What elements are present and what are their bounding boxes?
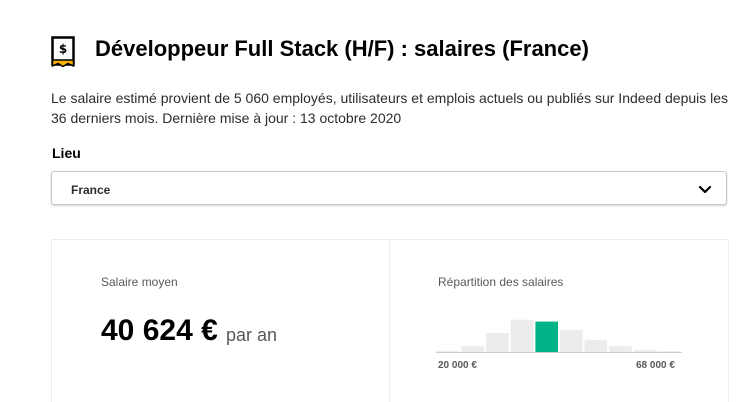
distribution-bar (609, 346, 632, 352)
distribution-min-label: 20 000 € (438, 360, 477, 371)
average-salary-label: Salaire moyen (101, 275, 178, 289)
salary-summary-card: Salaire moyen 40 624 € par an Répartitio… (51, 239, 729, 402)
data-source-description: Le salaire estimé provient de 5 060 empl… (51, 90, 729, 126)
average-salary-value: 40 624 € (101, 314, 218, 347)
distribution-bar (584, 339, 608, 352)
distribution-bar (633, 349, 657, 352)
salary-distribution-chart (436, 319, 682, 353)
salary-distribution-label: Répartition des salaires (438, 275, 564, 289)
location-selected-value: France (71, 183, 111, 197)
distribution-bar (486, 333, 509, 352)
distribution-bar (461, 346, 485, 352)
salary-document-icon: $ (51, 36, 75, 68)
location-select[interactable]: France (51, 171, 727, 205)
distribution-bar-highlighted (535, 321, 558, 352)
svg-text:$: $ (59, 42, 67, 56)
salary-period: par an (226, 325, 278, 345)
distribution-bar (658, 351, 681, 352)
distribution-max-label: 68 000 € (636, 360, 675, 371)
card-divider (389, 240, 390, 402)
page-title: Développeur Full Stack (H/F) : salaires … (95, 36, 589, 61)
chevron-down-icon (698, 182, 712, 194)
distribution-bar (560, 329, 583, 352)
distribution-bar (437, 350, 460, 352)
location-label: Lieu (52, 145, 81, 161)
distribution-bar (510, 319, 534, 352)
